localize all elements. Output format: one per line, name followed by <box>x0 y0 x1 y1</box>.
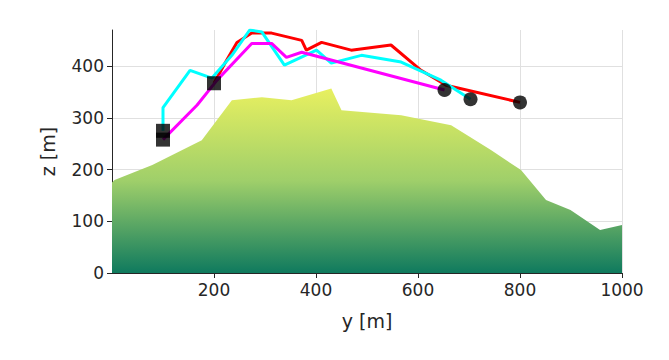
svg-text:400: 400 <box>300 280 332 300</box>
svg-text:600: 600 <box>402 280 434 300</box>
svg-text:800: 800 <box>504 280 536 300</box>
svg-text:1000: 1000 <box>600 280 643 300</box>
svg-text:200: 200 <box>72 160 104 180</box>
svg-text:200: 200 <box>198 280 230 300</box>
svg-text:100: 100 <box>72 211 104 231</box>
svg-text:z [m]: z [m] <box>37 127 59 176</box>
svg-text:y [m]: y [m] <box>342 310 393 332</box>
svg-text:400: 400 <box>72 56 104 76</box>
svg-text:0: 0 <box>93 263 104 283</box>
svg-text:300: 300 <box>72 108 104 128</box>
